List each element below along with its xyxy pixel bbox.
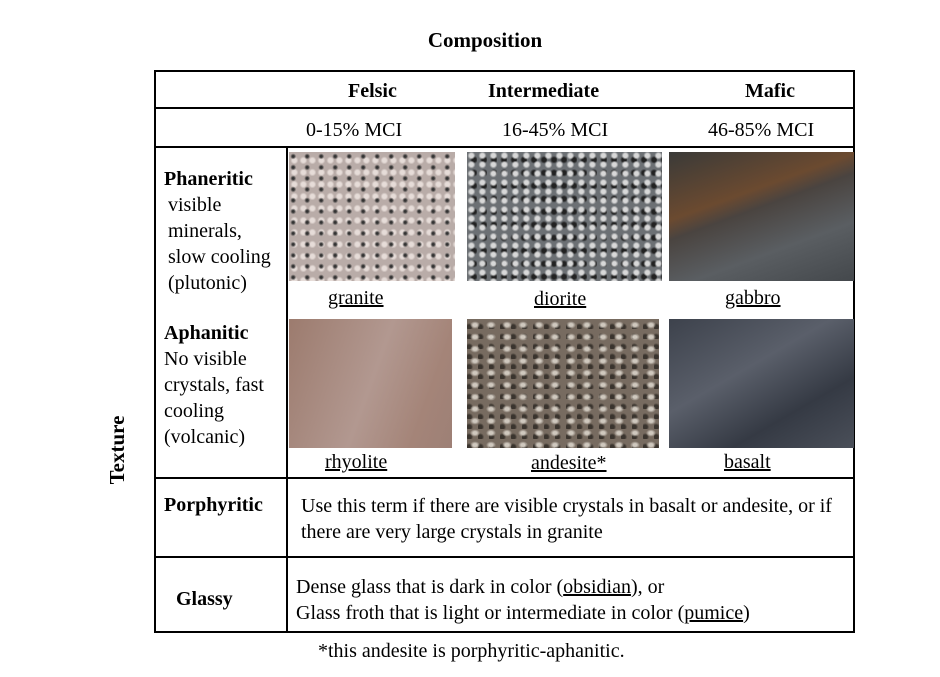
text: ), or	[630, 576, 665, 598]
row-description: No visible crystals, fast cooling (volca…	[164, 348, 264, 448]
rock-name: diorite	[534, 288, 587, 310]
table-frame	[154, 70, 855, 633]
rock-name: granite	[328, 287, 384, 309]
term: obsidian	[563, 576, 631, 598]
row-divider	[154, 556, 855, 558]
rock-name: rhyolite	[325, 451, 388, 473]
row-name: Aphanitic	[164, 322, 249, 344]
row-text: Use this term if there are visible cryst…	[301, 495, 832, 543]
footnote: *this andesite is porphyritic-aphanitic.	[318, 640, 625, 662]
row-name: Glassy	[176, 588, 233, 610]
row-label: Phaneritic visible minerals, slow coolin…	[164, 166, 282, 296]
diorite-photo	[467, 152, 662, 281]
column-range: 16-45% MCI	[502, 119, 609, 141]
row-name: Phaneritic	[164, 168, 253, 190]
column-header: Felsic	[348, 80, 397, 102]
basalt-photo	[669, 319, 854, 448]
column-divider	[286, 146, 288, 631]
column-range: 0-15% MCI	[306, 119, 403, 141]
text: Dense glass that is dark in color (	[296, 576, 564, 598]
rhyolite-photo	[289, 319, 452, 448]
row-text: Dense glass that is dark in color (obsid…	[296, 574, 664, 600]
column-header: Intermediate	[488, 80, 600, 102]
side-label: Texture	[105, 415, 129, 485]
granite-photo	[289, 152, 455, 281]
row-divider	[154, 107, 855, 109]
text: )	[743, 602, 750, 624]
text: Glass froth that is light or intermediat…	[296, 602, 685, 624]
term: pumice	[684, 602, 744, 624]
row-label: Aphanitic No visible crystals, fast cool…	[164, 320, 282, 450]
title: Composition	[427, 28, 543, 52]
rock-name: basalt	[724, 451, 771, 473]
rock-name: gabbro	[725, 287, 781, 309]
column-header: Mafic	[745, 80, 795, 102]
column-range: 46-85% MCI	[708, 119, 815, 141]
row-divider	[154, 477, 855, 479]
andesite-photo	[467, 319, 659, 448]
row-name: Porphyritic	[164, 494, 263, 516]
row-text: Glass froth that is light or intermediat…	[296, 600, 750, 626]
row-description: visible minerals, slow cooling (plutonic…	[168, 194, 271, 294]
rock-name: andesite*	[531, 452, 607, 474]
gabbro-photo	[669, 152, 854, 281]
row-divider	[154, 146, 855, 148]
